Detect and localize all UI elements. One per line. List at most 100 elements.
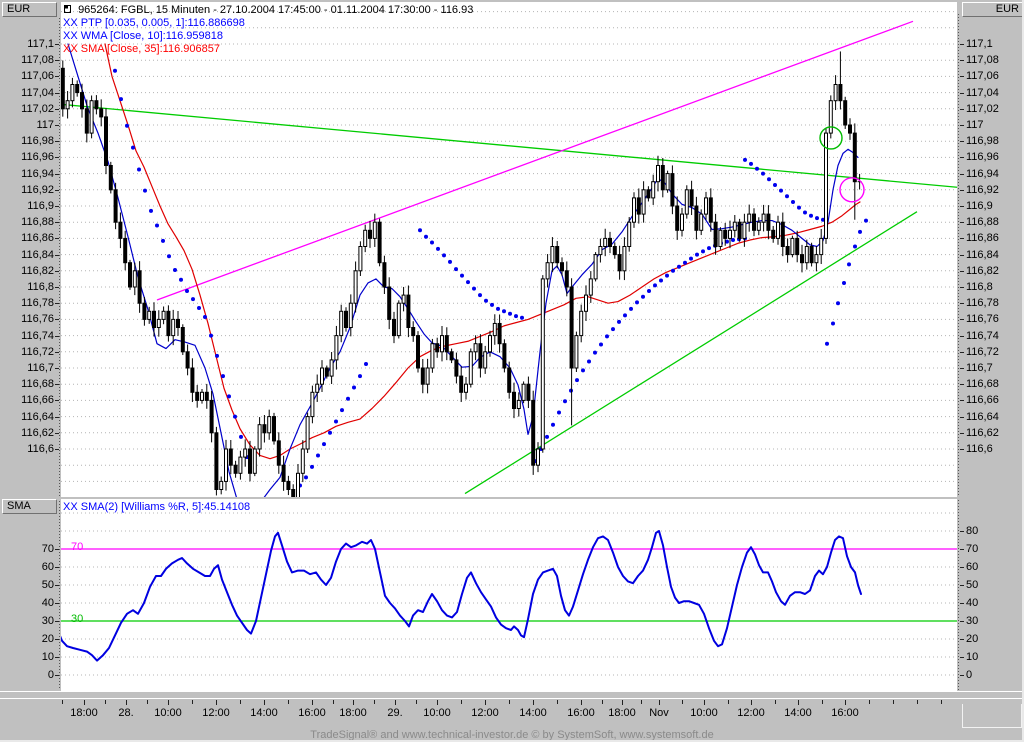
indicator-canvas[interactable] bbox=[61, 499, 957, 691]
price-tick-label: 116,76 bbox=[966, 313, 999, 326]
osc-tick-label: 10 bbox=[966, 651, 979, 663]
time-tick-label: 16:00 bbox=[567, 707, 595, 719]
time-tick-label: 29. bbox=[387, 707, 403, 719]
price-tick-dash bbox=[960, 141, 964, 143]
price-tick-label: 116,88 bbox=[966, 216, 999, 229]
osc-tick-dash bbox=[960, 531, 964, 532]
osc-tick-dash bbox=[960, 549, 964, 550]
window-bottom-edge bbox=[0, 740, 1024, 742]
price-tick-dash bbox=[960, 44, 964, 45]
osc-tick-dash bbox=[960, 657, 964, 658]
osc-tick-label: 50 bbox=[41, 579, 54, 591]
time-minor-tick bbox=[893, 700, 894, 704]
time-tick-label: 12:00 bbox=[202, 707, 230, 719]
chart-title: 965264: FGBL, 15 Minuten - 27.10.2004 17… bbox=[78, 4, 474, 16]
time-minor-tick bbox=[557, 700, 558, 704]
price-tick-dash bbox=[960, 157, 964, 159]
osc-tick-label: 20 bbox=[41, 633, 54, 645]
left-scale-unit-box: EUR bbox=[2, 2, 57, 17]
price-tick-dash bbox=[55, 141, 59, 143]
time-minor-tick bbox=[240, 700, 241, 704]
osc-tick-label: 0 bbox=[47, 669, 54, 681]
price-tick-label: 116,82 bbox=[966, 264, 999, 277]
price-tick-label: 116,7 bbox=[27, 362, 54, 374]
time-minor-tick bbox=[602, 700, 603, 704]
time-tick bbox=[533, 700, 534, 705]
time-minor-tick bbox=[105, 700, 106, 704]
price-tick-dash bbox=[960, 416, 964, 418]
price-tick-label: 116,86 bbox=[966, 232, 999, 245]
time-axis[interactable] bbox=[0, 700, 1024, 728]
price-tick-label: 116,92 bbox=[966, 183, 999, 196]
price-tick-dash bbox=[960, 384, 964, 386]
osc-tick-dash bbox=[55, 639, 59, 640]
osc-tick-dash bbox=[960, 639, 964, 640]
time-tick bbox=[704, 700, 705, 705]
price-tick-dash bbox=[960, 206, 964, 207]
osc-tick-dash bbox=[55, 585, 59, 586]
osc-tick-dash bbox=[55, 675, 59, 676]
main-chart-canvas[interactable] bbox=[61, 2, 957, 497]
price-tick-dash bbox=[55, 319, 59, 321]
time-tick bbox=[437, 700, 438, 705]
time-axis-top-strip bbox=[0, 698, 1024, 701]
price-tick-dash bbox=[55, 157, 59, 159]
price-axis-right[interactable] bbox=[957, 0, 1024, 691]
time-tick bbox=[622, 700, 623, 705]
price-tick-label: 117,08 bbox=[966, 54, 999, 67]
osc-tick-label: 30 bbox=[966, 615, 979, 627]
price-tick-label: 116,82 bbox=[21, 264, 54, 277]
panel-splitter[interactable] bbox=[0, 497, 1024, 499]
indicator-label-sma[interactable]: XX SMA [Close, 35]:116.906857 bbox=[63, 43, 220, 55]
time-tick-label: 10:00 bbox=[690, 707, 718, 719]
price-tick-label: 116,6 bbox=[27, 443, 54, 455]
price-tick-label: 116,64 bbox=[21, 410, 54, 423]
price-tick-label: 116,96 bbox=[21, 151, 54, 164]
osc-tick-dash bbox=[960, 621, 964, 622]
price-tick-label: 116,88 bbox=[21, 216, 54, 229]
price-tick-dash bbox=[55, 351, 59, 353]
price-tick-dash bbox=[960, 303, 964, 305]
price-tick-dash bbox=[960, 173, 964, 175]
price-tick-dash bbox=[960, 76, 964, 78]
time-minor-tick bbox=[941, 700, 942, 704]
lower-level-label: 30 bbox=[71, 613, 84, 625]
time-minor-tick bbox=[917, 700, 918, 704]
price-axis-left[interactable] bbox=[0, 0, 61, 691]
price-tick-label: 117 bbox=[966, 119, 984, 131]
price-tick-dash bbox=[960, 400, 964, 402]
price-tick-dash bbox=[960, 270, 964, 272]
price-tick-dash bbox=[55, 449, 59, 450]
time-tick-label: 18:00 bbox=[70, 707, 98, 719]
osc-tick-dash bbox=[55, 567, 59, 568]
time-minor-tick bbox=[682, 700, 683, 704]
axis-corner-box bbox=[962, 704, 1022, 728]
osc-tick-dash bbox=[960, 567, 964, 568]
price-tick-dash bbox=[55, 432, 59, 434]
time-tick-label: 10:00 bbox=[423, 707, 451, 719]
osc-tick-label: 70 bbox=[966, 543, 979, 555]
price-tick-dash bbox=[960, 351, 964, 353]
price-tick-dash bbox=[960, 60, 964, 62]
time-tick bbox=[84, 700, 85, 705]
time-minor-tick bbox=[147, 700, 148, 704]
price-tick-dash bbox=[960, 92, 964, 94]
chart-title-row: 965264: FGBL, 15 Minuten - 27.10.2004 17… bbox=[63, 3, 473, 16]
time-tick bbox=[751, 700, 752, 705]
indicator-label-ptp[interactable]: XX PTP [0.035, 0.005, 1]:116.886698 bbox=[63, 17, 245, 29]
indicator-label-wma[interactable]: XX WMA [Close, 10]:116.959818 bbox=[63, 30, 223, 42]
time-tick-label: 14:00 bbox=[519, 707, 547, 719]
price-tick-label: 116,6 bbox=[966, 443, 993, 455]
price-tick-label: 116,68 bbox=[21, 378, 54, 391]
right-unit-label: EUR bbox=[995, 3, 1019, 15]
price-tick-label: 117,1 bbox=[27, 38, 54, 50]
price-tick-dash bbox=[55, 400, 59, 402]
price-tick-label: 116,9 bbox=[966, 200, 993, 212]
right-scale-unit-box: EUR bbox=[962, 2, 1024, 17]
price-tick-dash bbox=[55, 222, 59, 224]
price-tick-label: 116,8 bbox=[966, 281, 993, 293]
price-tick-label: 116,9 bbox=[27, 200, 54, 212]
time-tick-label: 28. bbox=[118, 707, 134, 719]
indicator-pane-label[interactable]: XX SMA(2) [Williams %R, 5]:45.14108 bbox=[63, 501, 251, 513]
